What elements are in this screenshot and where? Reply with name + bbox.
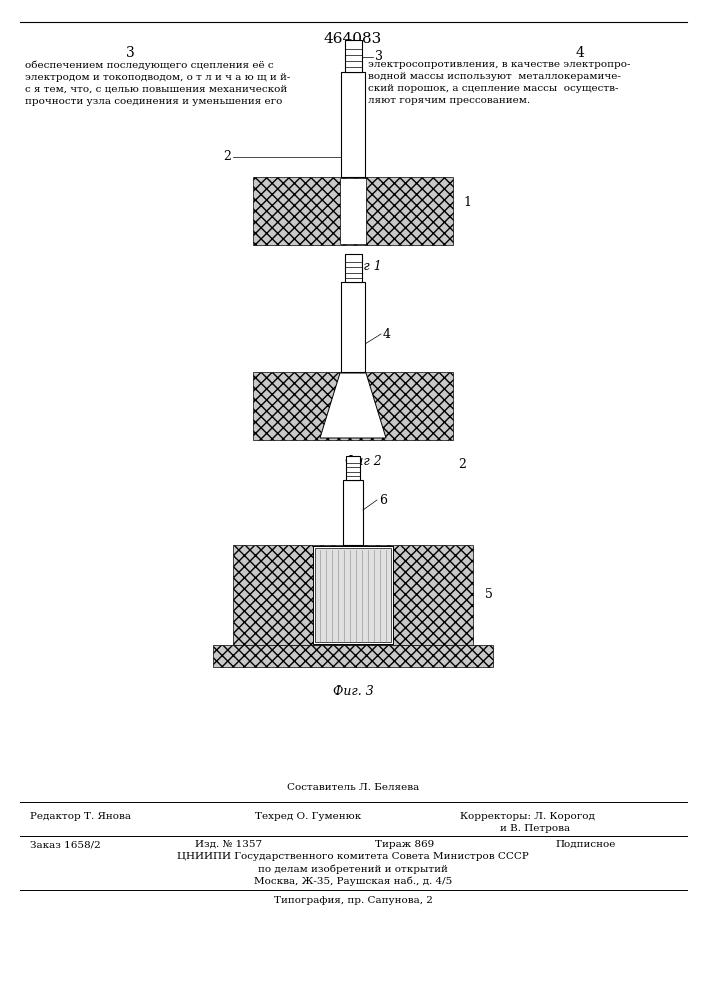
Bar [233, 545, 473, 645]
Text: обеспечением последующего сцепления её с
электродом и токоподводом, о т л и ч а : обеспечением последующего сцепления её с… [25, 60, 291, 106]
Text: 4: 4 [575, 46, 585, 60]
Bar [346, 456, 360, 480]
Text: Фиг 2: Фиг 2 [344, 455, 381, 468]
Text: Изд. № 1357: Изд. № 1357 [195, 840, 262, 849]
Bar [253, 372, 453, 440]
Text: Фиг 1: Фиг 1 [344, 260, 381, 273]
Bar [341, 282, 365, 372]
Bar [315, 548, 391, 642]
Bar [213, 645, 493, 667]
Text: Москва, Ж-35, Раушская наб., д. 4/5: Москва, Ж-35, Раушская наб., д. 4/5 [254, 876, 452, 886]
Text: Редактор Т. Янова: Редактор Т. Янова [30, 812, 131, 821]
Text: 6: 6 [379, 493, 387, 506]
Bar [345, 40, 362, 72]
Bar [313, 546, 393, 644]
Bar [345, 254, 362, 282]
Text: и В. Петрова: и В. Петрова [500, 824, 570, 833]
Text: Составитель Л. Беляева: Составитель Л. Беляева [287, 784, 419, 792]
Text: Техред О. Гуменюк: Техред О. Гуменюк [255, 812, 361, 821]
Text: Корректоры: Л. Корогод: Корректоры: Л. Корогод [460, 812, 595, 821]
Text: Подписное: Подписное [555, 840, 615, 849]
Bar [340, 178, 366, 244]
Text: 4: 4 [383, 328, 391, 340]
Text: по делам изобретений и открытий: по делам изобретений и открытий [258, 864, 448, 874]
Bar [253, 177, 453, 245]
Text: 464083: 464083 [324, 32, 382, 46]
Text: Типография, пр. Сапунова, 2: Типография, пр. Сапунова, 2 [274, 896, 433, 905]
Bar [341, 72, 365, 177]
Polygon shape [320, 373, 386, 438]
Text: 2: 2 [223, 150, 231, 163]
Text: 3: 3 [375, 50, 383, 64]
Text: 3: 3 [126, 46, 134, 60]
Text: Фиг. 3: Фиг. 3 [332, 685, 373, 698]
Text: 1: 1 [463, 196, 471, 210]
Text: 2: 2 [458, 458, 466, 472]
Bar [343, 480, 363, 545]
Text: электросопротивления, в качестве электропро-
водной массы используют  металлокер: электросопротивления, в качестве электро… [368, 60, 631, 105]
Text: Тираж 869: Тираж 869 [375, 840, 434, 849]
Text: ЦНИИПИ Государственного комитета Совета Министров СССР: ЦНИИПИ Государственного комитета Совета … [177, 852, 529, 861]
Text: 5: 5 [485, 588, 493, 601]
Text: Заказ 1658/2: Заказ 1658/2 [30, 840, 101, 849]
